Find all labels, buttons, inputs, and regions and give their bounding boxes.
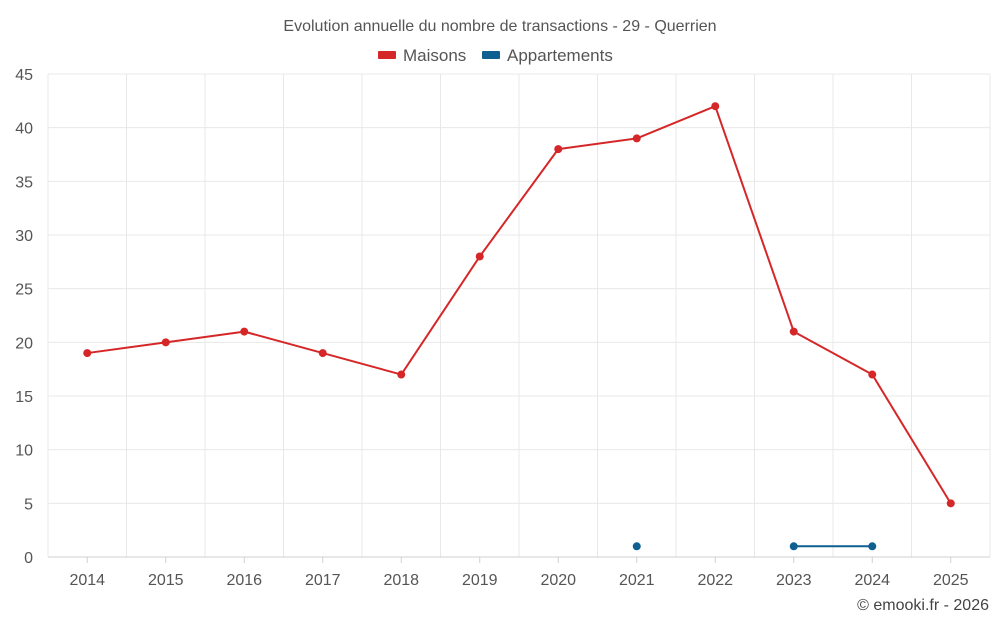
x-tick-label: 2020 (540, 572, 576, 589)
data-point[interactable] (397, 370, 406, 379)
data-point[interactable] (711, 102, 720, 111)
y-tick-label: 20 (15, 335, 33, 352)
x-tick-label: 2022 (697, 572, 733, 589)
data-point[interactable] (789, 327, 798, 336)
legend: Maisons Appartements (378, 46, 613, 65)
x-tick-label: 2024 (854, 572, 890, 589)
series-layer (83, 102, 955, 551)
x-tick-label: 2015 (148, 572, 184, 589)
y-tick-label: 0 (24, 550, 33, 567)
legend-swatch (378, 51, 396, 59)
y-tick-label: 15 (15, 389, 33, 406)
data-point[interactable] (868, 542, 877, 551)
chart-title: Evolution annuelle du nombre de transact… (283, 18, 716, 35)
y-tick-label: 30 (15, 228, 33, 245)
data-point[interactable] (318, 349, 327, 358)
legend-item-appartements[interactable]: Appartements (482, 46, 613, 65)
y-tick-label: 25 (15, 282, 33, 299)
data-point[interactable] (946, 499, 955, 508)
x-tick-label: 2025 (933, 572, 969, 589)
data-point[interactable] (789, 542, 798, 551)
legend-label: Maisons (403, 46, 466, 65)
data-point[interactable] (632, 134, 641, 143)
x-tick-label: 2017 (305, 572, 341, 589)
y-tick-label: 10 (15, 443, 33, 460)
series-appartements (632, 542, 877, 551)
legend-label: Appartements (507, 46, 613, 65)
data-point[interactable] (554, 145, 563, 154)
data-point[interactable] (83, 349, 92, 358)
x-tick-label: 2016 (226, 572, 262, 589)
data-point[interactable] (475, 252, 484, 261)
data-point[interactable] (868, 370, 877, 379)
y-tick-label: 35 (15, 174, 33, 191)
data-point[interactable] (632, 542, 641, 551)
x-tick-label: 2018 (383, 572, 419, 589)
credit-text: © emooki.fr - 2026 (857, 597, 989, 614)
series-maisons (83, 102, 955, 508)
x-tick-label: 2019 (462, 572, 498, 589)
y-tick-label: 45 (15, 67, 33, 84)
legend-item-maisons[interactable]: Maisons (378, 46, 466, 65)
legend-swatch (482, 51, 500, 59)
x-tick-label: 2014 (69, 572, 105, 589)
y-tick-label: 40 (15, 121, 33, 138)
grid (47, 73, 991, 557)
data-point[interactable] (240, 327, 249, 336)
x-tick-label: 2023 (776, 572, 812, 589)
data-point[interactable] (161, 338, 170, 347)
series-line (87, 105, 952, 504)
x-tick-label: 2021 (619, 572, 655, 589)
y-tick-label: 5 (24, 496, 33, 513)
